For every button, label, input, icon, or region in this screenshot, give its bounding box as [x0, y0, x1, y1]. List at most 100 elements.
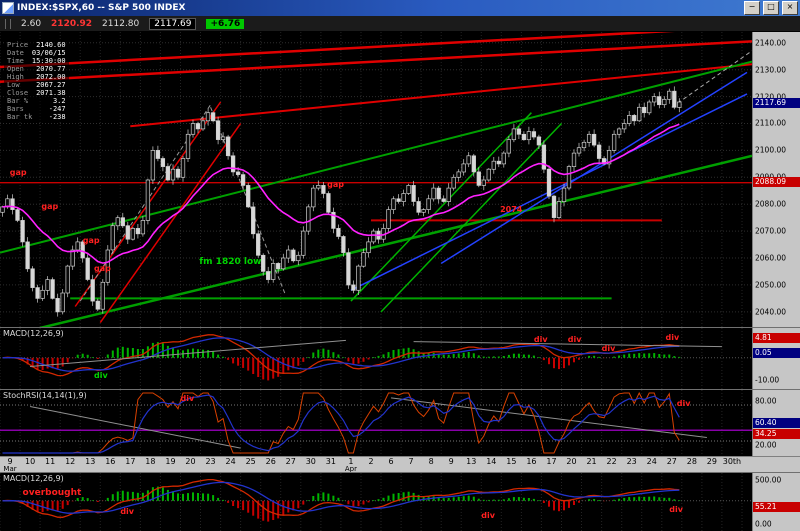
maximize-button[interactable]: □: [763, 1, 779, 15]
time-axis-label: 18: [145, 457, 156, 466]
window-titlebar[interactable]: INDEX:$SPX,60 -- S&P 500 INDEX − □ ×: [0, 0, 800, 16]
close-button[interactable]: ×: [782, 1, 798, 15]
quote-net-change-badge: +6.76: [206, 18, 245, 29]
time-axis-label: 8: [428, 457, 434, 466]
axis-label: 60.40: [753, 418, 800, 428]
time-axis-label: 2: [368, 457, 374, 466]
price-tick-label: 2080.00: [755, 199, 787, 209]
stochrsi-panel[interactable]: StochRSI(14,14(1),9) div div 80.00 60.40 34…: [0, 390, 800, 456]
data-box-label: Price: [7, 41, 29, 49]
data-box-value: 2070.77: [36, 65, 66, 73]
price-badge: 2088.09: [753, 177, 800, 188]
price-panel[interactable]: Price 2140.60 Date 03/06/15 Time 15:30:00 Open…: [0, 32, 800, 328]
data-box-row: Bar % 3.2: [7, 97, 66, 105]
time-axis-label: 17: [546, 457, 557, 466]
time-axis-label: 30th: [722, 457, 742, 466]
data-box-label: Open: [7, 65, 24, 73]
axis-label: 0.00: [755, 519, 772, 529]
window-title: INDEX:$SPX,60 -- S&P 500 INDEX: [17, 3, 186, 13]
time-axis-label: 16: [526, 457, 537, 466]
data-box-value: 2071.38: [36, 89, 66, 97]
data-box-value: 3.2: [52, 97, 66, 105]
time-axis-label: 16: [105, 457, 116, 466]
price-tick-label: 2140.00: [755, 38, 787, 48]
quote-session-low: 2112.80: [102, 18, 140, 29]
data-box-label: Time: [7, 57, 24, 65]
data-box-row: Time 15:30:00: [7, 57, 66, 65]
time-axis-label: 10: [24, 457, 36, 466]
time-axis-label: 14: [486, 457, 497, 466]
time-axis-label: 28: [686, 457, 697, 466]
price-axis[interactable]: 2140.00 2130.00 2120.00 2110.00 2100.00 2090.…: [752, 32, 800, 328]
time-axis-label: 9: [7, 457, 13, 466]
time-axis-label: 19: [165, 457, 176, 466]
time-axis-label: 20: [185, 457, 196, 466]
quote-spread: 2.60: [21, 18, 42, 29]
data-box-label: Date: [7, 49, 24, 57]
data-box-value: 2072.00: [36, 73, 66, 81]
data-box-value: -247: [48, 105, 66, 113]
trendlines: [0, 32, 752, 328]
minimize-button[interactable]: −: [744, 1, 760, 15]
data-box-label: Bars: [7, 105, 24, 113]
time-axis-month: Apr: [344, 465, 357, 473]
time-axis-label: 11: [45, 457, 56, 466]
data-box-row: Bar tk -238: [7, 113, 66, 121]
time-axis-label: 24: [646, 457, 657, 466]
price-tick-label: 2090.00: [755, 173, 786, 182]
daily-macd-label: MACD(12,26,9): [3, 474, 64, 483]
axis-label: 4.81: [753, 332, 800, 343]
candlesticks: [0, 86, 682, 317]
data-box-row: Bars -247: [7, 105, 66, 113]
axis-label: 80.00: [755, 396, 777, 406]
data-box-label: Low: [7, 81, 20, 89]
time-axis-label: 26: [265, 457, 276, 466]
price-chart: [0, 32, 752, 328]
daily-macd-panel[interactable]: MACD(12,26,9) overbought div div div 500.00…: [0, 473, 800, 531]
time-axis-label: 21: [586, 457, 597, 466]
time-axis-label: 27: [666, 457, 677, 466]
price-tick-label: 2110.00: [755, 118, 787, 128]
data-box-row: Open 2070.77: [7, 65, 66, 73]
time-axis-labels: 9 10 11 12 13 16 17 18 19 20 23 24 25 26 27 30 31 1 2 6 7 8 9 1…: [0, 457, 752, 473]
data-box: Price 2140.60 Date 03/06/15 Time 15:30:00 Open…: [4, 40, 69, 122]
time-axis-label: 1: [348, 457, 354, 466]
axis-label: 0.05: [753, 347, 800, 358]
axis-label: -10.00: [755, 375, 780, 385]
axis-label: 500.00: [755, 475, 782, 485]
price-tick-label: 2120.00: [755, 92, 787, 102]
quote-last: 2117.69: [149, 17, 197, 30]
time-axis-label: 23: [205, 457, 216, 466]
daily-macd-axis: 500.00 55.21 0.00: [752, 473, 800, 531]
stochrsi-label: StochRSI(14,14(1),9): [3, 391, 87, 400]
time-axis-month: Mar: [3, 465, 17, 473]
price-tick-label: 2060.00: [755, 253, 787, 263]
data-box-value: -238: [48, 113, 66, 121]
price-tick-label: 2130.00: [755, 65, 787, 75]
data-box-row: Close 2071.38: [7, 89, 66, 97]
time-axis-label: 9: [448, 457, 454, 466]
price-tick-label: 2070.00: [755, 226, 787, 236]
time-axis-label: 29: [706, 457, 717, 466]
time-axis-label: 23: [626, 457, 637, 466]
time-axis-label: 20: [566, 457, 577, 466]
grid: [0, 32, 752, 328]
stochrsi-axis: 80.00 60.40 34.25 20.00: [752, 390, 800, 456]
time-axis[interactable]: 9 10 11 12 13 16 17 18 19 20 23 24 25 26 27 30 31 1 2 6 7 8 9 1…: [0, 456, 800, 473]
time-axis-label: 31: [325, 457, 336, 466]
time-axis-label: 13: [85, 457, 96, 466]
data-box-row: Low 2067.27: [7, 81, 66, 89]
toolbar-grip-icon: [5, 18, 11, 29]
data-box-row: High 2072.00: [7, 73, 66, 81]
time-axis-label: 25: [245, 457, 256, 466]
time-axis-label: 13: [466, 457, 477, 466]
macd-axis: 4.81 0.05 -10.00: [752, 328, 800, 390]
price-badge: 2117.69: [753, 97, 800, 108]
time-axis-label: 17: [125, 457, 136, 466]
time-axis-label: 12: [65, 457, 76, 466]
data-box-label: Bar %: [7, 97, 29, 105]
data-box-label: Close: [7, 89, 29, 97]
macd-panel[interactable]: MACD(12,26,9) div div div div div 4.81 0.05 -1…: [0, 328, 800, 390]
data-box-row: Price 2140.60: [7, 41, 66, 49]
data-box-label: High: [7, 73, 24, 81]
